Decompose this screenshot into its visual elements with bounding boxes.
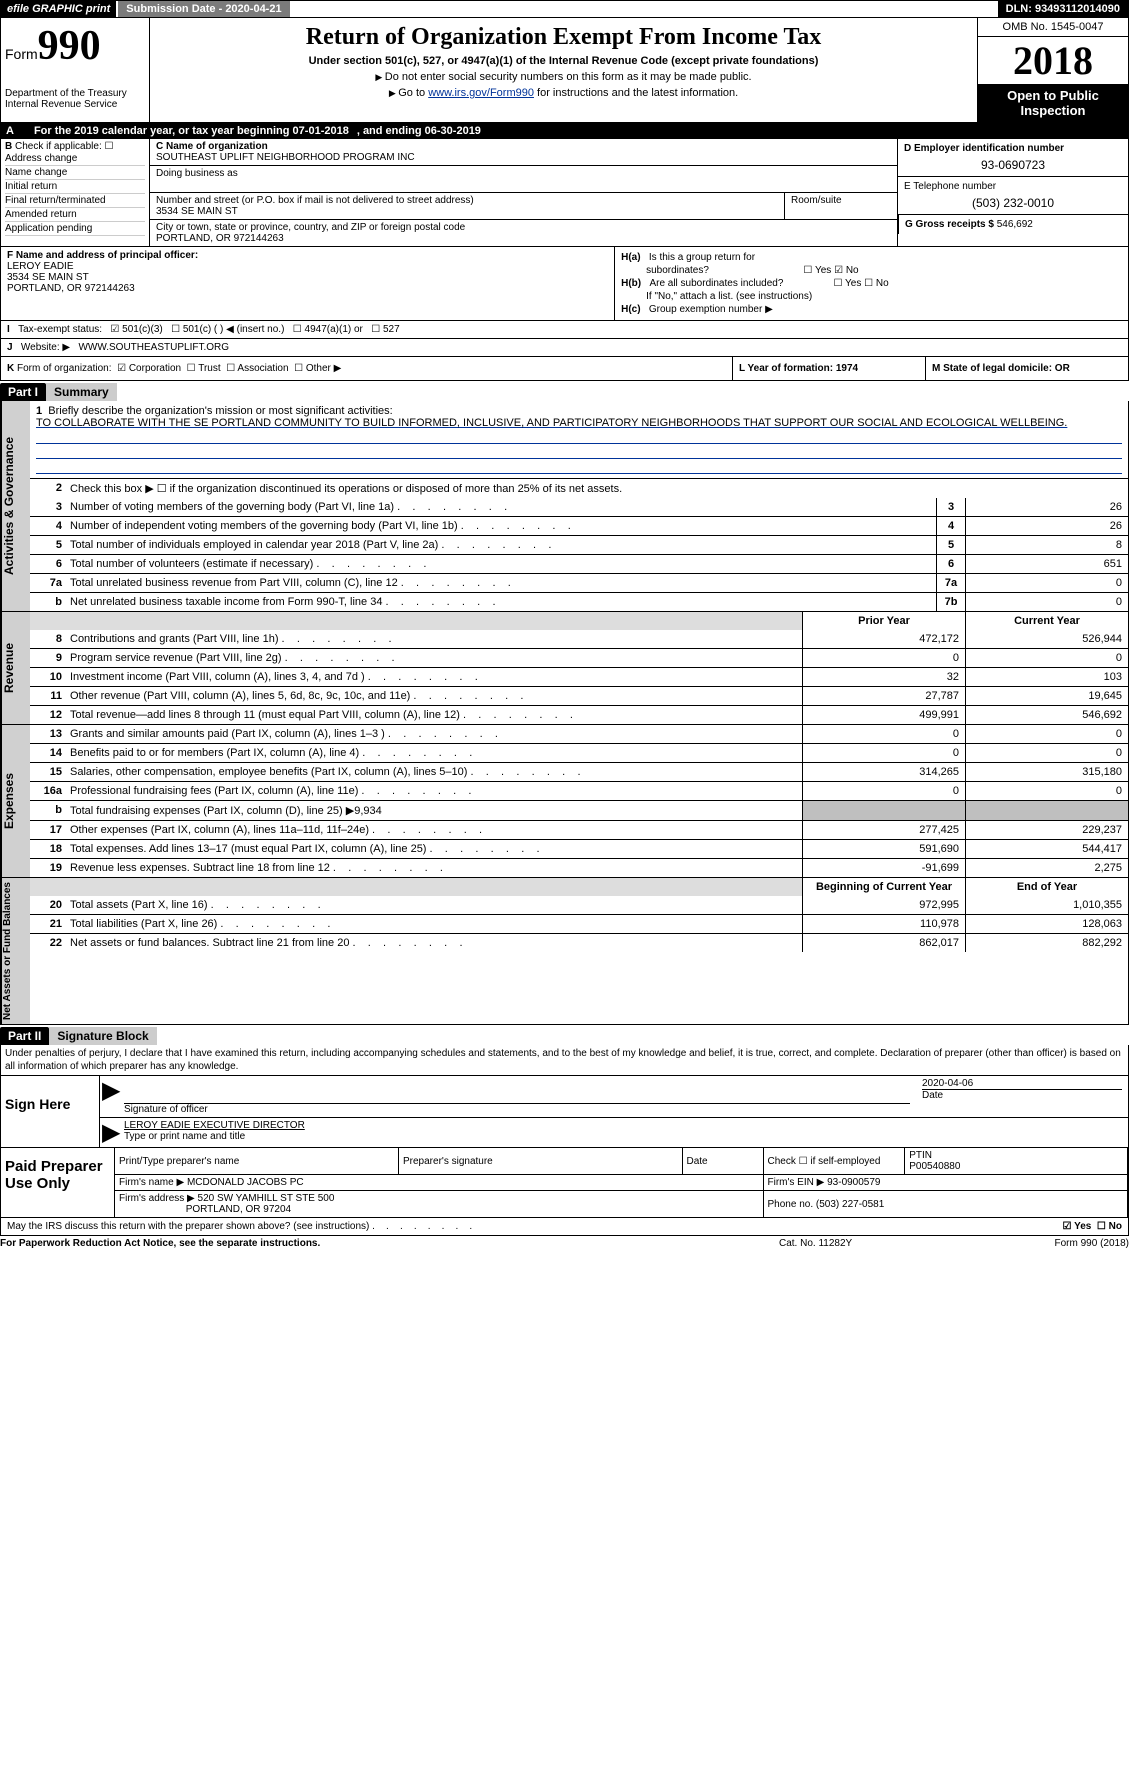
- chk-amended-return[interactable]: Amended return: [5, 209, 145, 222]
- gov-line-4: 4Number of independent voting members of…: [30, 516, 1128, 535]
- form-title: Return of Organization Exempt From Incom…: [156, 24, 971, 51]
- firm-name: MCDONALD JACOBS PC: [187, 1177, 304, 1188]
- tab-governance: Activities & Governance: [1, 401, 30, 611]
- exp-line-16a: 16aProfessional fundraising fees (Part I…: [30, 781, 1128, 800]
- dept-label: Department of the TreasuryInternal Reven…: [5, 88, 145, 110]
- org-name: SOUTHEAST UPLIFT NEIGHBORHOOD PROGRAM IN…: [156, 152, 415, 163]
- rev-line-8: 8Contributions and grants (Part VIII, li…: [30, 630, 1128, 648]
- gov-line-7a: 7aTotal unrelated business revenue from …: [30, 573, 1128, 592]
- gov-line-3: 3Number of voting members of the governi…: [30, 498, 1128, 516]
- row-j-website: J Website: ▶ WWW.SOUTHEASTUPLIFT.ORG: [0, 339, 1129, 357]
- mission-text: TO COLLABORATE WITH THE SE PORTLAND COMM…: [36, 417, 1067, 429]
- tab-expenses: Expenses: [1, 725, 30, 877]
- sign-here-block: Sign Here ▶Signature of officer2020-04-0…: [0, 1076, 1129, 1148]
- website-url: WWW.SOUTHEASTUPLIFT.ORG: [78, 342, 229, 353]
- rev-line-10: 10Investment income (Part VIII, column (…: [30, 667, 1128, 686]
- exp-line-b: bTotal fundraising expenses (Part IX, co…: [30, 800, 1128, 820]
- irs-link[interactable]: www.irs.gov/Form990: [428, 87, 534, 99]
- chk-name-change[interactable]: Name change: [5, 167, 145, 180]
- col-b-checkboxes: B Check if applicable: ☐ Address change …: [1, 139, 150, 246]
- row-a: AFor the 2019 calendar year, or tax year…: [0, 123, 1129, 139]
- exp-line-15: 15Salaries, other compensation, employee…: [30, 762, 1128, 781]
- rev-line-9: 9Program service revenue (Part VIII, lin…: [30, 648, 1128, 667]
- footer-row: For Paperwork Reduction Act Notice, see …: [0, 1236, 1129, 1251]
- part2-header: Part II: [0, 1027, 49, 1045]
- omb-number: OMB No. 1545-0047: [978, 18, 1128, 37]
- org-city: PORTLAND, OR 972144263: [156, 233, 284, 244]
- form-subtitle: Under section 501(c), 527, or 4947(a)(1)…: [156, 55, 971, 67]
- net-line-20: 20Total assets (Part X, line 16)972,9951…: [30, 896, 1128, 914]
- exp-line-17: 17Other expenses (Part IX, column (A), l…: [30, 820, 1128, 839]
- ein-value: 93-0690723: [904, 158, 1122, 172]
- exp-line-14: 14Benefits paid to or for members (Part …: [30, 743, 1128, 762]
- firm-ein: 93-0900579: [827, 1177, 880, 1188]
- form-note-link: Go to www.irs.gov/Form990 for instructio…: [156, 87, 971, 99]
- exp-line-13: 13Grants and similar amounts paid (Part …: [30, 725, 1128, 743]
- dln: DLN: 93493112014090: [998, 1, 1128, 17]
- rev-line-12: 12Total revenue—add lines 8 through 11 (…: [30, 705, 1128, 724]
- col-c-org-info: C Name of organizationSOUTHEAST UPLIFT N…: [150, 139, 897, 246]
- chk-application-pending[interactable]: Application pending: [5, 223, 145, 236]
- org-address: 3534 SE MAIN ST: [156, 206, 238, 217]
- open-public: Open to PublicInspection: [978, 84, 1128, 122]
- paid-preparer-block: Paid Preparer Use Only Print/Type prepar…: [0, 1148, 1129, 1218]
- chk-initial-return[interactable]: Initial return: [5, 181, 145, 194]
- discuss-row: May the IRS discuss this return with the…: [0, 1218, 1129, 1236]
- efile-label: efile GRAPHIC print: [1, 1, 116, 17]
- chk-final-return[interactable]: Final return/terminated: [5, 195, 145, 208]
- col-d-ein: D Employer identification number93-06907…: [897, 139, 1128, 246]
- exp-line-18: 18Total expenses. Add lines 13–17 (must …: [30, 839, 1128, 858]
- tax-year: 2018: [978, 37, 1128, 84]
- net-line-21: 21Total liabilities (Part X, line 26)110…: [30, 914, 1128, 933]
- gross-receipts: 546,692: [997, 219, 1033, 230]
- ptin: P00540880: [909, 1161, 960, 1172]
- firm-phone: (503) 227-0581: [816, 1199, 884, 1210]
- exp-line-19: 19Revenue less expenses. Subtract line 1…: [30, 858, 1128, 877]
- submission-date: Submission Date - 2020-04-21: [116, 1, 289, 17]
- part1-header: Part I: [0, 383, 46, 401]
- chk-address-change[interactable]: Address change: [5, 153, 145, 166]
- tab-revenue: Revenue: [1, 612, 30, 724]
- telephone: (503) 232-0010: [904, 196, 1122, 210]
- section-f-h: F Name and address of principal officer:…: [0, 247, 1129, 321]
- row-k-form-org: K Form of organization: Corporation Trus…: [0, 357, 1129, 381]
- net-line-22: 22Net assets or fund balances. Subtract …: [30, 933, 1128, 952]
- perjury-text: Under penalties of perjury, I declare th…: [0, 1045, 1129, 1076]
- tab-net-assets: Net Assets or Fund Balances: [1, 878, 30, 1024]
- officer-name: LEROY EADIE: [7, 261, 74, 272]
- rev-line-11: 11Other revenue (Part VIII, column (A), …: [30, 686, 1128, 705]
- gov-line-5: 5Total number of individuals employed in…: [30, 535, 1128, 554]
- officer-signature-name: LEROY EADIE EXECUTIVE DIRECTOR: [124, 1120, 305, 1131]
- section-net-assets: Net Assets or Fund Balances Beginning of…: [0, 878, 1129, 1025]
- section-expenses: Expenses 13Grants and similar amounts pa…: [0, 725, 1129, 878]
- form-note-ssn: Do not enter social security numbers on …: [156, 71, 971, 83]
- section-revenue: Revenue Prior YearCurrent Year 8Contribu…: [0, 612, 1129, 725]
- row-i-tax-status: I Tax-exempt status: 501(c)(3) 501(c) ( …: [0, 321, 1129, 339]
- gov-line-6: 6Total number of volunteers (estimate if…: [30, 554, 1128, 573]
- form-header: Form990 Department of the TreasuryIntern…: [0, 18, 1129, 123]
- gov-line-b: bNet unrelated business taxable income f…: [30, 592, 1128, 611]
- topbar: efile GRAPHIC print Submission Date - 20…: [0, 0, 1129, 18]
- form-number: Form990: [5, 22, 145, 70]
- section-governance: Activities & Governance 1 Briefly descri…: [0, 401, 1129, 612]
